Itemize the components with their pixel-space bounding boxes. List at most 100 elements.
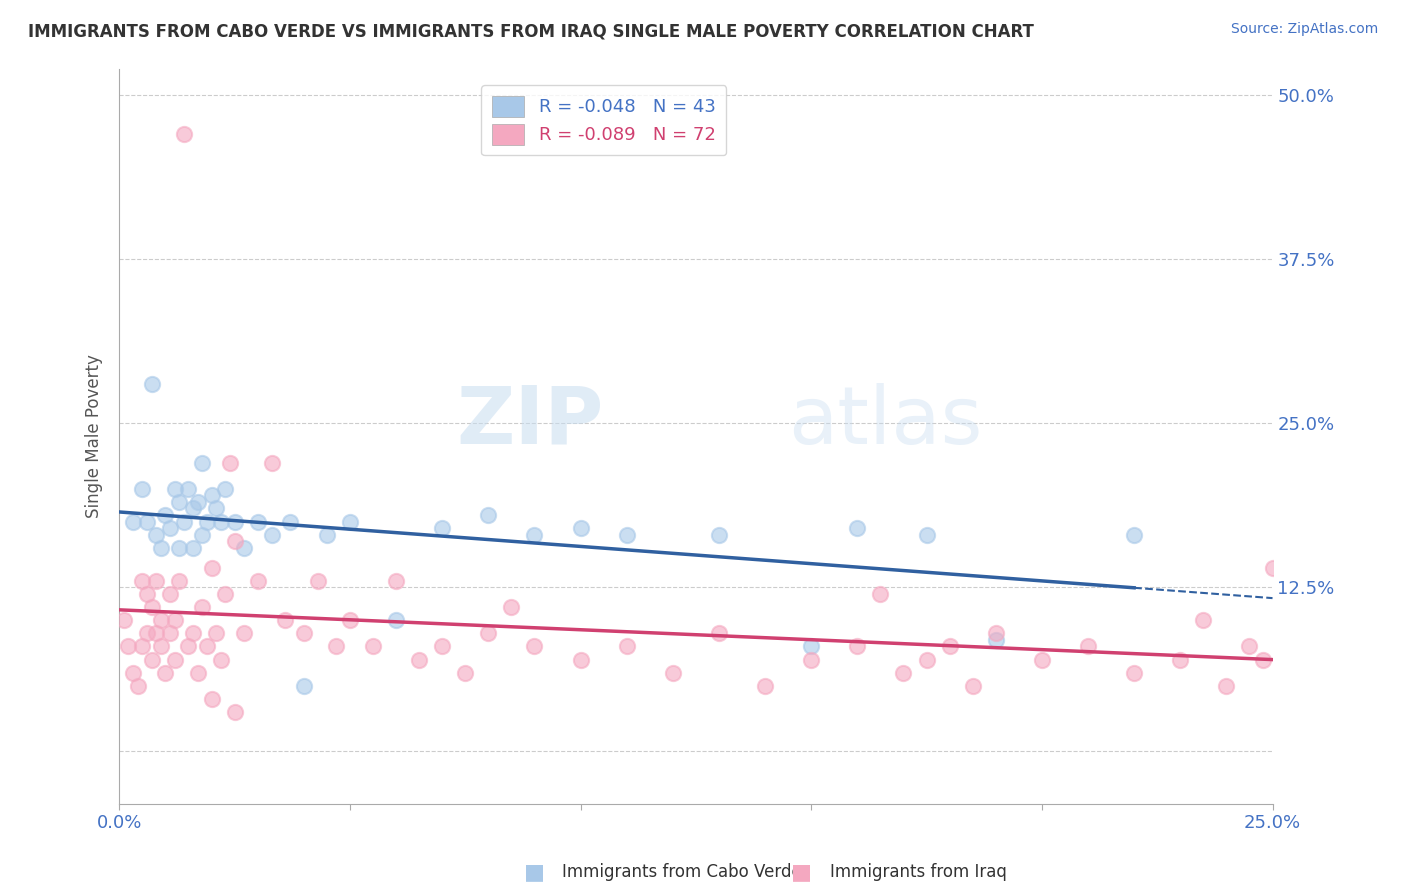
Point (145, 527, 167, 541)
Point (163, 482, 186, 496)
Point (136, 587, 159, 601)
Point (232, 541, 254, 555)
Point (205, 626, 228, 640)
Point (385, 574, 408, 588)
Point (325, 640, 347, 654)
Point (754, 679, 776, 693)
Point (191, 456, 214, 470)
Text: ■: ■ (524, 863, 544, 882)
Point (1239, 640, 1261, 654)
Point (800, 652, 823, 666)
Point (200, 488, 222, 502)
Point (662, 665, 685, 680)
Point (800, 640, 823, 654)
Point (477, 508, 499, 522)
Point (501, 599, 523, 614)
Point (1077, 640, 1099, 654)
Point (846, 640, 869, 654)
Point (173, 515, 195, 529)
Text: ZIP: ZIP (457, 383, 603, 460)
Point (408, 652, 430, 666)
Text: atlas: atlas (789, 383, 983, 460)
Point (163, 652, 186, 666)
Point (260, 527, 283, 541)
Point (155, 665, 177, 680)
Y-axis label: Single Male Poverty: Single Male Poverty (86, 354, 103, 518)
Legend: R = -0.048   N = 43, R = -0.089   N = 72: R = -0.048 N = 43, R = -0.089 N = 72 (481, 85, 727, 155)
Point (1123, 527, 1146, 541)
Point (893, 665, 915, 680)
Point (112, 613, 135, 627)
Point (181, 501, 204, 516)
Point (200, 560, 222, 574)
Point (145, 626, 167, 640)
Point (149, 613, 172, 627)
Point (122, 515, 145, 529)
Point (307, 574, 329, 588)
Point (191, 527, 214, 541)
Point (127, 679, 149, 693)
Point (149, 640, 172, 654)
Point (616, 640, 638, 654)
Point (167, 574, 190, 588)
Point (246, 515, 269, 529)
Point (187, 665, 209, 680)
Point (1168, 652, 1191, 666)
Point (200, 692, 222, 706)
Point (915, 652, 938, 666)
Point (984, 626, 1007, 640)
Point (159, 587, 181, 601)
Point (278, 515, 301, 529)
Point (339, 515, 361, 529)
Point (1261, 560, 1284, 574)
Point (523, 527, 546, 541)
Point (136, 626, 159, 640)
Point (195, 640, 218, 654)
Point (707, 527, 730, 541)
Point (214, 587, 236, 601)
Point (224, 534, 246, 549)
Point (191, 599, 214, 614)
Point (1253, 652, 1275, 666)
Point (214, 482, 236, 496)
Point (141, 599, 163, 614)
Point (177, 640, 200, 654)
Point (569, 521, 592, 535)
Point (274, 613, 297, 627)
Point (136, 515, 159, 529)
Point (292, 679, 315, 693)
Point (246, 574, 269, 588)
Point (155, 508, 177, 522)
Point (219, 456, 242, 470)
Point (915, 527, 938, 541)
Text: ■: ■ (792, 863, 811, 882)
Point (292, 626, 315, 640)
Point (385, 613, 408, 627)
Point (163, 613, 186, 627)
Point (1215, 679, 1237, 693)
Point (149, 541, 172, 555)
Point (315, 527, 337, 541)
Point (984, 632, 1007, 647)
Point (232, 626, 254, 640)
Point (141, 652, 163, 666)
Point (1123, 665, 1146, 680)
Point (962, 679, 984, 693)
Point (122, 665, 145, 680)
Point (159, 626, 181, 640)
Point (430, 640, 453, 654)
Point (181, 541, 204, 555)
Point (181, 626, 204, 640)
Point (159, 521, 181, 535)
Point (430, 521, 453, 535)
Point (173, 127, 195, 141)
Point (846, 521, 869, 535)
Point (167, 495, 190, 509)
Point (616, 527, 638, 541)
Point (569, 652, 592, 666)
Text: Immigrants from Cabo Verde: Immigrants from Cabo Verde (562, 863, 803, 881)
Point (523, 640, 546, 654)
Point (339, 613, 361, 627)
Point (117, 640, 139, 654)
Point (1192, 613, 1215, 627)
